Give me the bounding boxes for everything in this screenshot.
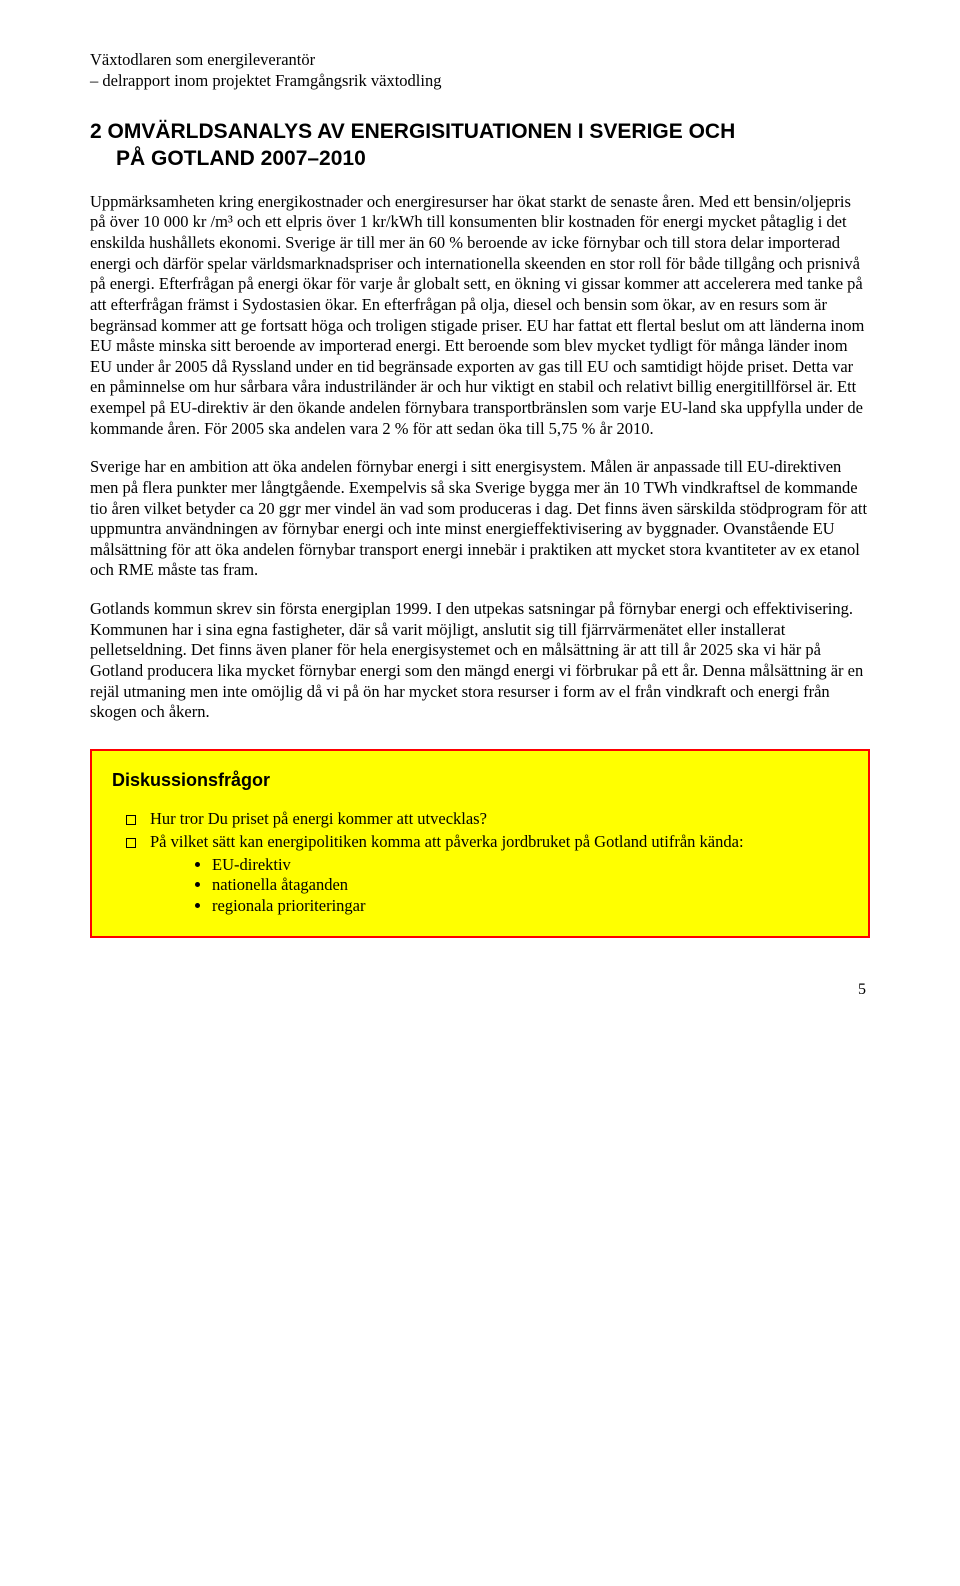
header-line-2: – delrapport inom projektet Framgångsrik… bbox=[90, 71, 870, 92]
running-header: Växtodlaren som energileverantör – delra… bbox=[90, 50, 870, 91]
sub-list: EU-direktiv nationella åtaganden regiona… bbox=[150, 855, 848, 917]
section-heading-line1: 2 OMVÄRLDSANALYS AV ENERGISITUATIONEN I … bbox=[90, 120, 735, 143]
page-number: 5 bbox=[90, 980, 870, 1000]
discussion-callout: Diskussionsfrågor Hur tror Du priset på … bbox=[90, 749, 870, 939]
callout-title: Diskussionsfrågor bbox=[112, 769, 848, 792]
paragraph-2: Sverige har en ambition att öka andelen … bbox=[90, 457, 870, 581]
question-item-2: På vilket sätt kan energipolitiken komma… bbox=[126, 832, 848, 917]
sub-item-1: EU-direktiv bbox=[212, 855, 848, 876]
header-line-1: Växtodlaren som energileverantör bbox=[90, 50, 870, 71]
section-heading-line2: PÅ GOTLAND 2007–2010 bbox=[90, 146, 870, 172]
paragraph-1: Uppmärksamheten kring energikostnader oc… bbox=[90, 192, 870, 440]
section-heading: 2 OMVÄRLDSANALYS AV ENERGISITUATIONEN I … bbox=[90, 119, 870, 172]
question-item-2-text: På vilket sätt kan energipolitiken komma… bbox=[150, 832, 744, 851]
question-list: Hur tror Du priset på energi kommer att … bbox=[112, 809, 848, 916]
sub-item-2: nationella åtaganden bbox=[212, 875, 848, 896]
sub-item-3: regionala prioriteringar bbox=[212, 896, 848, 917]
paragraph-3: Gotlands kommun skrev sin första energip… bbox=[90, 599, 870, 723]
question-item-1: Hur tror Du priset på energi kommer att … bbox=[126, 809, 848, 830]
